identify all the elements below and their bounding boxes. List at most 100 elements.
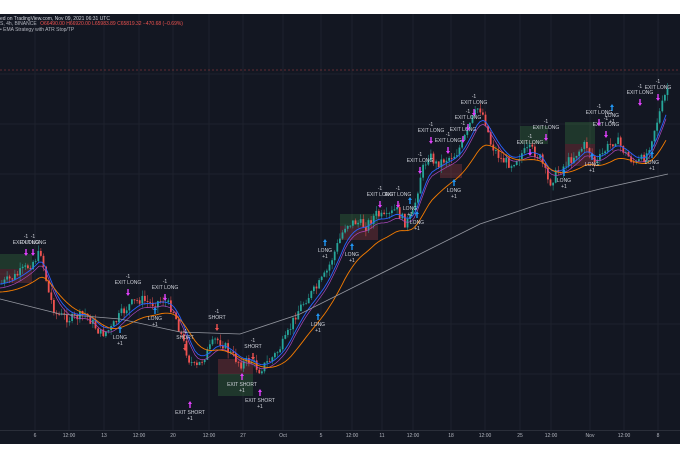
candle-body <box>63 313 66 315</box>
candle-body <box>99 329 102 334</box>
candle-body <box>666 88 669 96</box>
candle-body <box>190 362 193 363</box>
candle-body <box>443 159 445 163</box>
strategy-name[interactable]: • EMA Strategy with ATR Stop/TP <box>0 27 75 33</box>
price-chart[interactable]: EXIT LONG -1 EXIT LONG -1 EXIT LONG -1 LONG +1 L… <box>0 14 680 430</box>
time-axis[interactable]: 6 12:00 13 12:00 20 12:00 27 Oct 5 12:00 11 12:00 18… <box>0 430 680 444</box>
take-profit-zone <box>520 126 548 144</box>
signal-qty: -1 <box>24 234 29 240</box>
candle-body <box>448 158 450 161</box>
candle-body <box>341 232 344 239</box>
signal-label: EXIT LONG <box>593 122 620 128</box>
time-tick-label: 12:00 <box>617 433 631 439</box>
candle-body <box>466 127 469 135</box>
arrow-down-icon <box>126 289 130 296</box>
candle-body <box>32 261 34 270</box>
time-tick-label: Oct <box>279 433 287 439</box>
candle-body <box>105 331 107 337</box>
candle-body <box>3 279 6 284</box>
candle-body <box>58 314 60 315</box>
signal-label: EXIT LONG <box>385 192 412 198</box>
symbol-info[interactable]: S, 4h, BINANCE <box>0 21 37 27</box>
candle-body <box>268 361 271 363</box>
candle-body <box>463 134 466 140</box>
signal-label: EXIT LONG <box>533 125 560 131</box>
signal-qty: -1 <box>183 329 188 335</box>
candle-body <box>242 361 245 369</box>
candle-body <box>258 369 261 374</box>
candle-body <box>310 291 313 299</box>
arrow-up-icon <box>153 307 157 314</box>
arrow-down-icon <box>638 99 642 106</box>
signal-label: EXIT LONG <box>461 100 488 106</box>
signal-label: LONG <box>311 322 325 328</box>
signal-qty: +1 <box>561 184 567 190</box>
time-tick-label: 12:00 <box>345 433 359 439</box>
candle-body <box>287 329 289 335</box>
candle-body <box>450 158 453 159</box>
ema-slow-line <box>0 173 669 335</box>
signal-label: LONG <box>148 316 162 322</box>
candle-body <box>328 264 331 271</box>
candle-body <box>630 156 632 162</box>
candle-body <box>141 295 144 304</box>
candle-body <box>479 108 482 113</box>
candle-body <box>159 301 162 302</box>
arrow-down-icon <box>429 137 433 144</box>
time-tick-label: 12:00 <box>406 433 420 439</box>
signal-qty: +1 <box>589 168 595 174</box>
candle-body <box>365 226 367 231</box>
candle-body <box>383 212 385 215</box>
candle-body <box>552 182 554 186</box>
signal-label: EXIT LONG <box>586 110 613 116</box>
candle-body <box>547 167 549 180</box>
candle-body <box>97 328 99 334</box>
candle-body <box>8 276 11 279</box>
arrow-down-icon <box>396 201 400 208</box>
candle-body <box>24 265 27 267</box>
candle-body <box>29 268 32 270</box>
signal-label: LONG <box>645 160 659 166</box>
arrow-down-icon <box>461 136 465 143</box>
signal-label: LONG <box>447 188 461 194</box>
arrow-up-icon <box>562 169 566 176</box>
candle-body <box>406 218 409 228</box>
candle-body <box>315 286 318 289</box>
candle-body <box>318 280 320 289</box>
signal-label: SHORT <box>244 344 261 350</box>
candle-body <box>248 358 250 364</box>
candle-body <box>635 161 638 163</box>
candle-body <box>198 361 201 366</box>
candle-body <box>614 144 617 147</box>
candle-body <box>276 352 279 354</box>
candle-body <box>274 353 276 358</box>
candle-body <box>632 161 635 163</box>
candle-body <box>172 312 175 313</box>
arrow-down-icon <box>418 167 422 174</box>
arrow-up-icon <box>188 401 192 408</box>
candle-body <box>177 319 180 332</box>
candle-body <box>411 210 414 215</box>
candle-body <box>643 154 645 163</box>
candle-body <box>201 361 203 363</box>
candle-body <box>430 153 432 161</box>
candle-body <box>34 260 37 262</box>
signal-qty: -1 <box>31 234 36 240</box>
candle-body <box>372 215 375 224</box>
candle-body <box>653 130 656 142</box>
candle-body <box>266 361 268 363</box>
candle-body <box>388 213 391 214</box>
time-tick-label: 12:00 <box>478 433 492 439</box>
candle-body <box>531 144 534 147</box>
candle-body <box>549 179 552 186</box>
candle-body <box>497 150 500 158</box>
candle-body <box>170 300 172 313</box>
time-tick-label: 18 <box>448 433 454 439</box>
signal-qty: -1 <box>638 84 643 90</box>
time-tick-label: 20 <box>170 433 176 439</box>
candle-body <box>68 321 71 323</box>
candle-body <box>79 311 81 320</box>
candle-body <box>638 159 640 162</box>
candle-body <box>339 238 341 244</box>
candle-body <box>393 209 396 211</box>
